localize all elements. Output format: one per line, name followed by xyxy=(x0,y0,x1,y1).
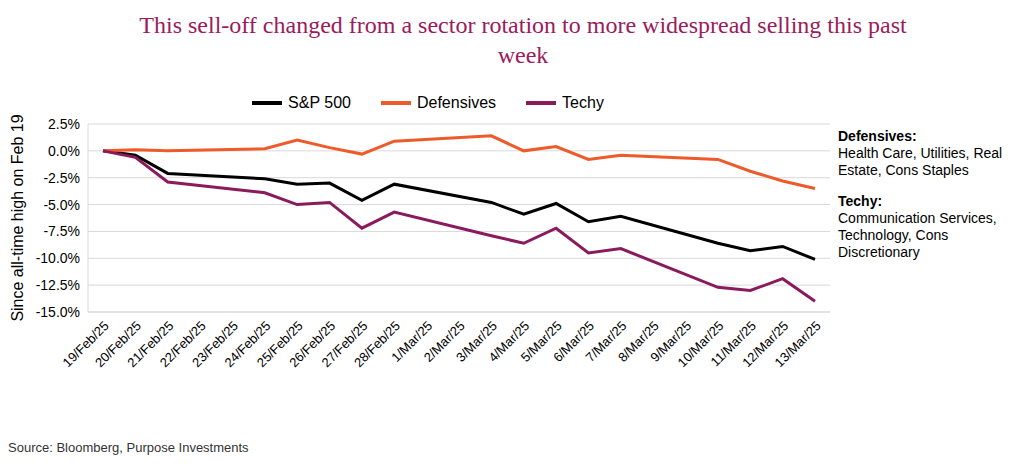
svg-text:20/Feb/25: 20/Feb/25 xyxy=(92,318,144,370)
svg-text:8/Mar/25: 8/Mar/25 xyxy=(614,318,662,365)
svg-text:Since all-time high on Feb 19: Since all-time high on Feb 19 xyxy=(9,114,26,321)
svg-text:7/Mar/25: 7/Mar/25 xyxy=(582,318,630,365)
svg-text:-10.0%: -10.0% xyxy=(36,250,80,266)
svg-text:12/Mar/25: 12/Mar/25 xyxy=(739,318,792,370)
svg-text:24/Feb/25: 24/Feb/25 xyxy=(221,318,274,370)
html-text:S&P 500: S&P 500 xyxy=(288,94,351,111)
svg-text:1/Mar/25: 1/Mar/25 xyxy=(388,318,436,365)
svg-text:-2.5%: -2.5% xyxy=(43,170,80,186)
svg-text:4/Mar/25: 4/Mar/25 xyxy=(485,318,533,365)
html-text:Defensives: Defensives xyxy=(417,94,497,111)
svg-text:27/Feb/25: 27/Feb/25 xyxy=(318,318,371,370)
svg-text:9/Mar/25: 9/Mar/25 xyxy=(647,318,695,365)
svg-text:0.0%: 0.0% xyxy=(48,143,80,159)
html-text:Techy: Techy xyxy=(562,94,604,111)
html-text:Techy:: Techy: xyxy=(838,193,883,209)
svg-text:22/Feb/25: 22/Feb/25 xyxy=(156,318,209,370)
svg-text:3/Mar/25: 3/Mar/25 xyxy=(453,318,500,365)
svg-text:-7.5%: -7.5% xyxy=(43,223,80,239)
svg-text:10/Mar/25: 10/Mar/25 xyxy=(674,318,727,370)
svg-text:25/Feb/25: 25/Feb/25 xyxy=(253,318,306,370)
svg-text:23/Feb/25: 23/Feb/25 xyxy=(189,318,242,370)
html-text:Health Care, Utilities, Real E: Health Care, Utilities, Real Estate, Con… xyxy=(838,145,1003,178)
svg-text:19/Feb/25: 19/Feb/25 xyxy=(59,318,112,370)
svg-text:-12.5%: -12.5% xyxy=(36,277,80,293)
svg-text:2.5%: 2.5% xyxy=(48,116,80,132)
svg-text:11/Mar/25: 11/Mar/25 xyxy=(707,318,759,370)
svg-text:26/Feb/25: 26/Feb/25 xyxy=(286,318,339,370)
svg-text:-5.0%: -5.0% xyxy=(43,197,80,213)
html-text:Source: Bloomberg, Purpose Inv: Source: Bloomberg, Purpose Investments xyxy=(8,440,249,455)
html-text:Communication Services, Techno: Communication Services, Technology, Cons… xyxy=(838,210,997,260)
html-text:This sell-off changed from a s: This sell-off changed from a sector rota… xyxy=(139,12,907,68)
svg-text:21/Feb/25: 21/Feb/25 xyxy=(124,318,177,370)
svg-text:28/Feb/25: 28/Feb/25 xyxy=(350,318,403,370)
svg-text:13/Mar/25: 13/Mar/25 xyxy=(772,318,824,370)
html-text:Defensives:: Defensives: xyxy=(838,128,917,144)
svg-text:-15.0%: -15.0% xyxy=(36,304,80,320)
svg-text:5/Mar/25: 5/Mar/25 xyxy=(517,318,565,365)
svg-text:2/Mar/25: 2/Mar/25 xyxy=(420,318,468,365)
svg-text:6/Mar/25: 6/Mar/25 xyxy=(550,318,598,365)
